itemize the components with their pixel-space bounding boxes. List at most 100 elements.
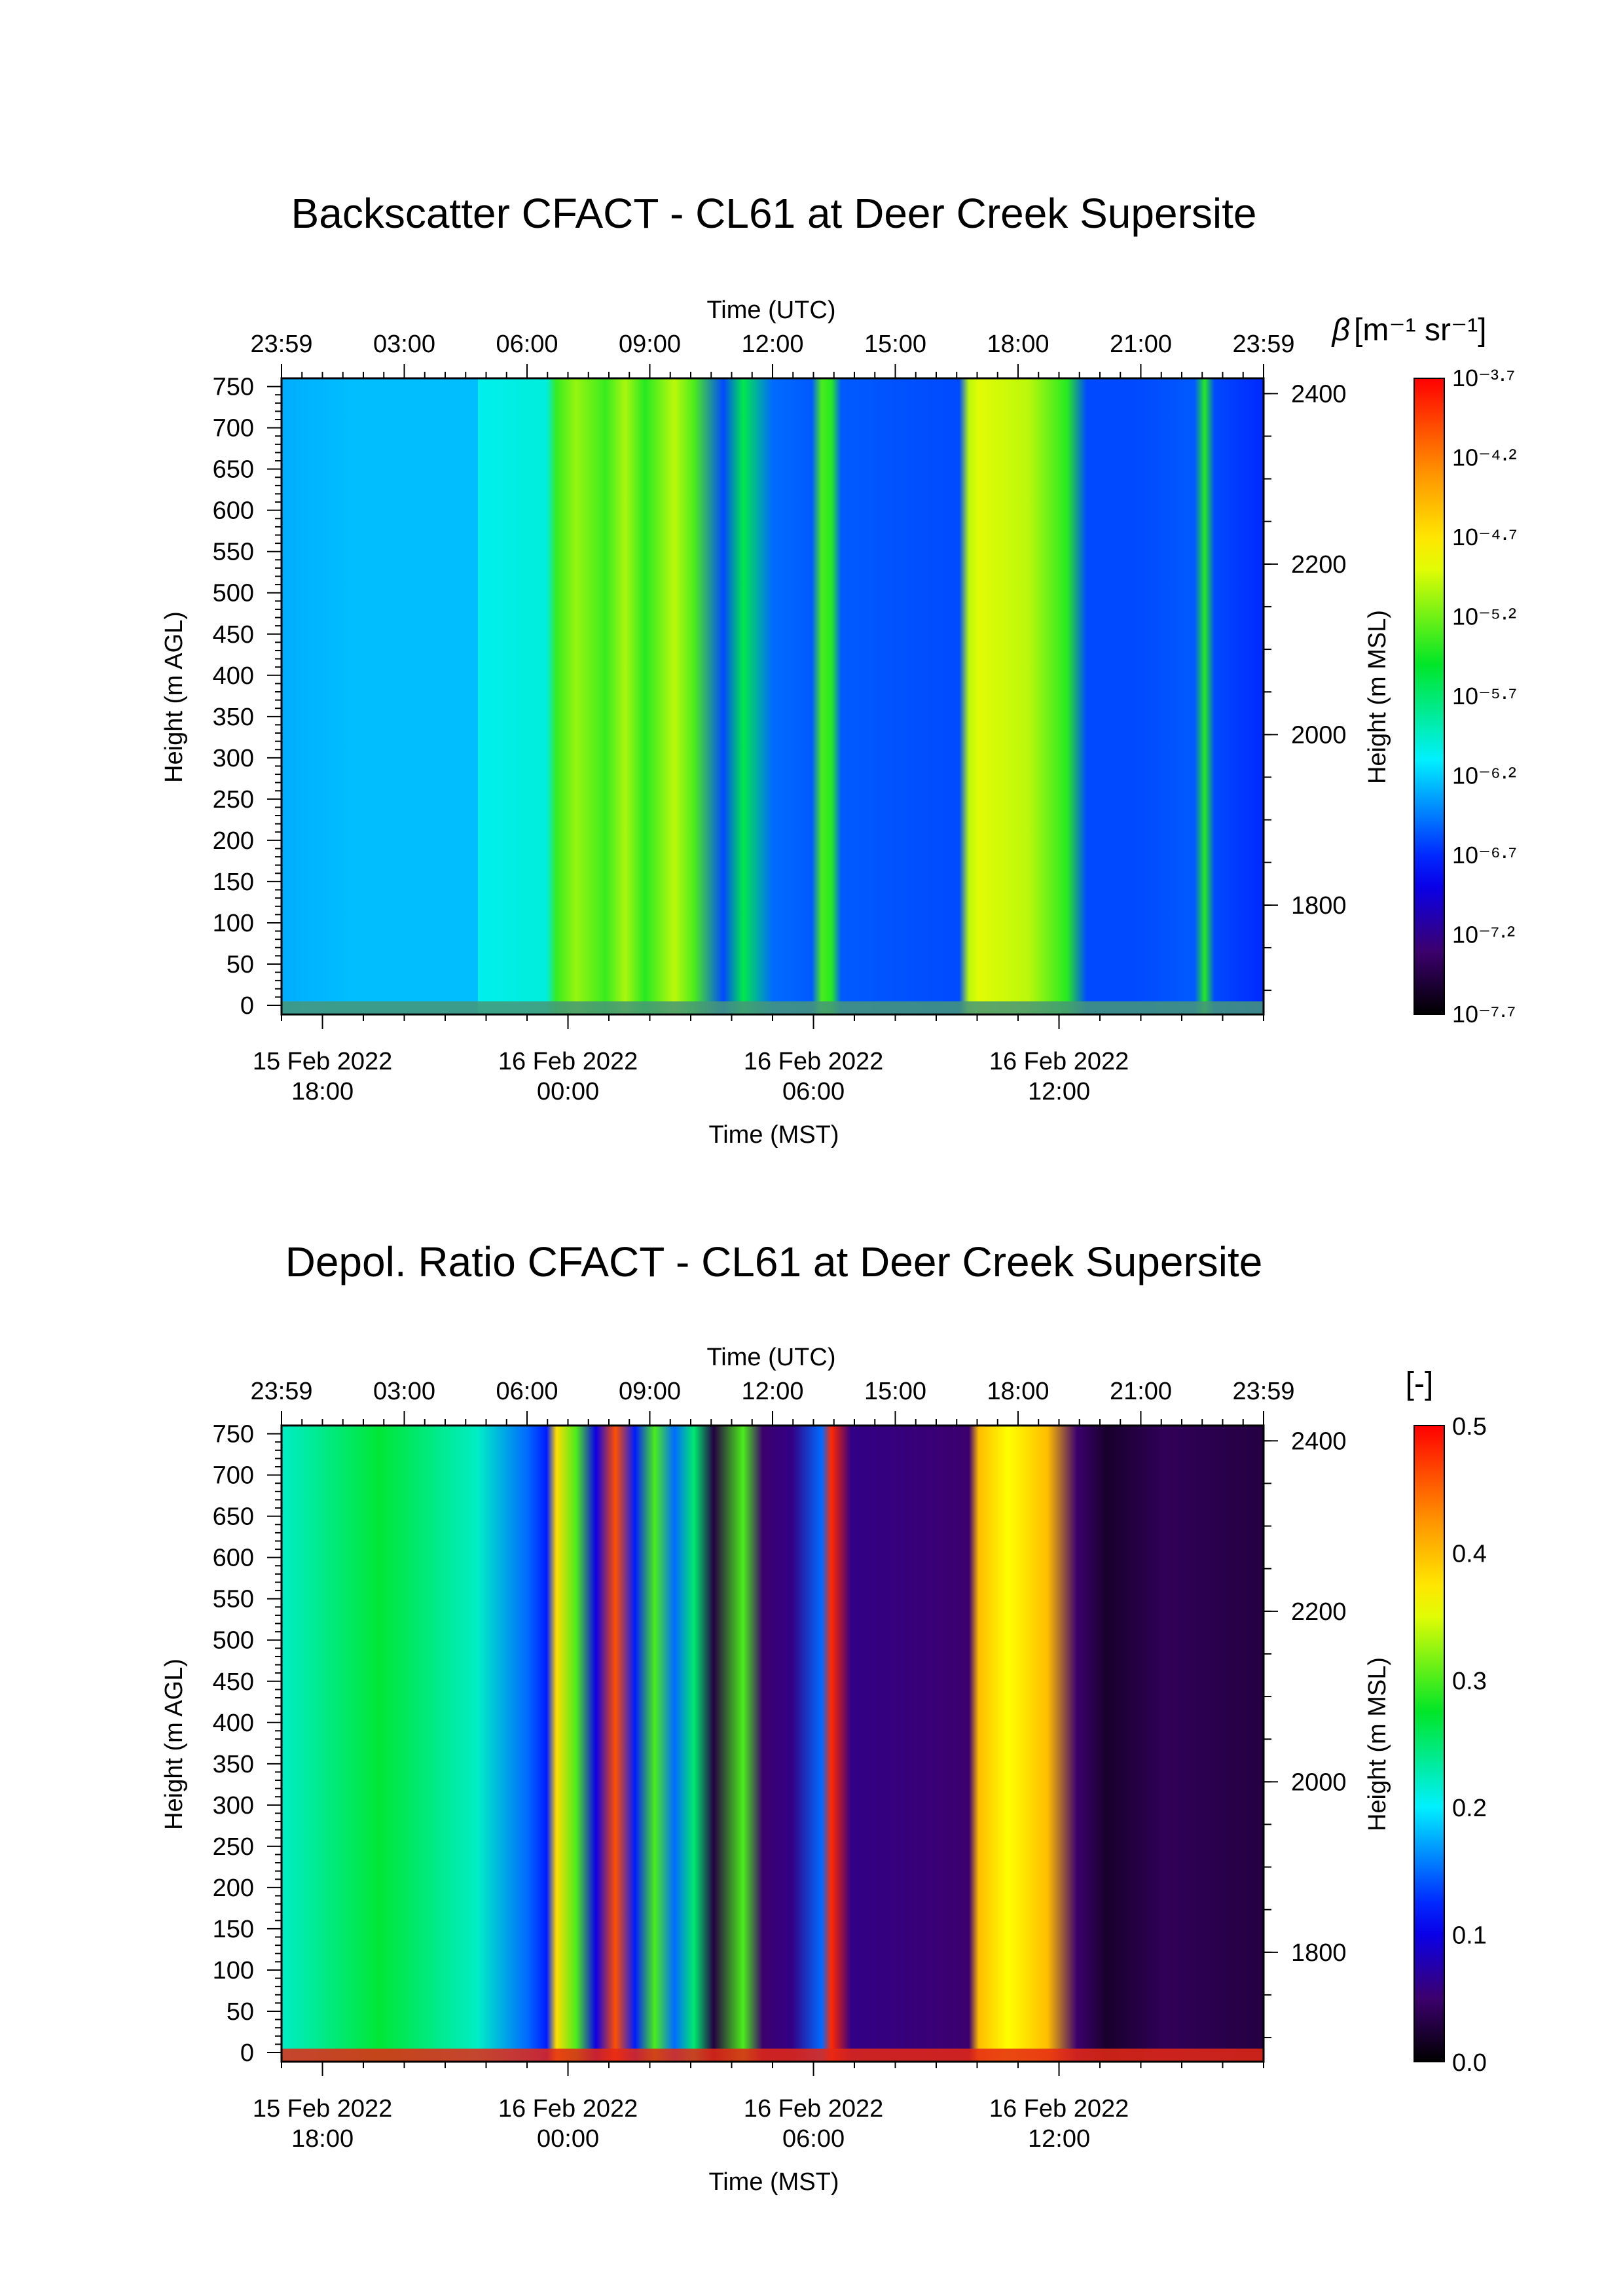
heatmap-field (282, 1426, 1264, 2062)
top-tick-label: 12:00 (741, 1378, 803, 1405)
bottom-tick-time: 06:00 (782, 2125, 845, 2153)
top-tick-label: 18:00 (987, 331, 1049, 358)
left-tick-label: 550 (213, 1586, 254, 1613)
depol-axes: 0 50 100 150 200 250 300 350 400 450 500 550 600 650 7… (213, 1378, 1347, 2153)
right-tick-label: 2200 (1291, 1598, 1347, 1626)
left-tick-label: 50 (227, 1998, 254, 2026)
colorbar-tick-label: 10⁻⁶·² (1452, 762, 1516, 789)
colorbar-tick-label: 10⁻⁶·⁷ (1452, 842, 1517, 869)
left-tick-label: 350 (213, 704, 254, 731)
left-tick-label: 0 (240, 2039, 254, 2067)
left-tick-label: 400 (213, 662, 254, 690)
top-tick-label: 03:00 (373, 331, 435, 358)
top-tick-label: 15:00 (864, 331, 926, 358)
bottom-tick-date: 16 Feb 2022 (498, 1048, 638, 1075)
top-tick-label: 09:00 (619, 331, 681, 358)
colorbar-tick-label: 10⁻⁵·² (1452, 603, 1516, 630)
left-tick-label: 200 (213, 827, 254, 855)
left-tick-label: 300 (213, 1792, 254, 1820)
colorbar-tick-label: 0.2 (1452, 1795, 1487, 1822)
depol-right-axis-label: Height (m MSL) (1364, 1657, 1391, 1831)
left-tick-label: 100 (213, 910, 254, 937)
top-tick-label: 09:00 (619, 1378, 681, 1405)
colorbar-tick-label: 10⁻⁴·⁷ (1452, 524, 1518, 550)
left-tick-label: 600 (213, 497, 254, 525)
top-tick-label: 21:00 (1110, 331, 1172, 358)
bottom-tick-date: 16 Feb 2022 (498, 2095, 638, 2123)
bottom-tick-date: 16 Feb 2022 (989, 2095, 1129, 2123)
top-tick-label: 23:59 (250, 1378, 312, 1405)
colorbar-tick-label: 0.3 (1452, 1668, 1487, 1695)
bottom-tick-time: 00:00 (537, 2125, 599, 2153)
depol-plot-area (280, 1424, 1265, 2063)
colorbar-tick-label: 10⁻⁵·⁷ (1452, 683, 1517, 709)
left-tick-label: 150 (213, 869, 254, 896)
left-tick-label: 200 (213, 1874, 254, 1902)
left-tick-label: 0 (240, 992, 254, 1020)
backscatter-title: Backscatter CFACT - CL61 at Deer Creek S… (291, 190, 1257, 237)
left-tick-label: 400 (213, 1710, 254, 1737)
bottom-tick-time: 00:00 (537, 1078, 599, 1105)
colorbar-tick-label: 10⁻³·⁷ (1452, 365, 1515, 391)
colorbar-tick-label: 10⁻⁷·⁷ (1452, 1001, 1516, 1028)
depol-bottom-axis-label: Time (MST) (708, 2168, 839, 2196)
right-tick-label: 2400 (1291, 380, 1347, 408)
depol-title: Depol. Ratio CFACT - CL61 at Deer Creek … (285, 1238, 1263, 1285)
left-tick-label: 650 (213, 456, 254, 484)
right-tick-label: 1800 (1291, 892, 1347, 920)
depol-top-axis-label: Time (UTC) (707, 1344, 836, 1371)
colorbar-tick-label: 10⁻⁷·² (1452, 922, 1515, 948)
bottom-tick-time: 18:00 (291, 2125, 354, 2153)
backscatter-axes: 0 50 100 150 200 250 300 350 400 450 500 550 600 650 7… (213, 331, 1347, 1105)
backscatter-bottom-axis-label: Time (MST) (708, 1121, 839, 1149)
left-tick-label: 550 (213, 539, 254, 566)
colorbar-tick-label: 0.5 (1452, 1413, 1487, 1441)
right-tick-label: 2000 (1291, 1768, 1347, 1796)
heatmap-field (282, 378, 1264, 1014)
top-tick-label: 23:59 (1232, 1378, 1294, 1405)
right-tick-label: 2400 (1291, 1427, 1347, 1455)
colorbar-tick-label: 0.1 (1452, 1922, 1487, 1950)
top-tick-label: 23:59 (1232, 331, 1294, 358)
bottom-tick-time: 12:00 (1028, 2125, 1090, 2153)
right-tick-label: 2000 (1291, 721, 1347, 749)
top-tick-label: 12:00 (741, 331, 803, 358)
backscatter-colorbar-symbol: β (1331, 313, 1350, 348)
top-tick-label: 23:59 (250, 331, 312, 358)
depol-panel: Depol. Ratio CFACT - CL61 at Deer Creek … (160, 1238, 1487, 2196)
backscatter-top-axis-label: Time (UTC) (707, 296, 836, 324)
top-tick-label: 06:00 (496, 1378, 558, 1405)
top-tick-label: 18:00 (987, 1378, 1049, 1405)
left-tick-label: 750 (213, 1421, 254, 1448)
bottom-tick-date: 16 Feb 2022 (744, 1048, 883, 1075)
left-tick-label: 250 (213, 1833, 254, 1861)
left-tick-label: 750 (213, 374, 254, 401)
left-tick-label: 700 (213, 415, 254, 442)
left-tick-label: 100 (213, 1957, 254, 1984)
backscatter-left-axis-label: Height (m AGL) (160, 611, 188, 783)
backscatter-colorbar: β [m⁻¹ sr⁻¹] 10⁻³·⁷ 10⁻⁴·² 10⁻⁴·⁷ 10⁻⁵·² 10⁻… (1331, 313, 1518, 1028)
top-tick-label: 15:00 (864, 1378, 926, 1405)
top-tick-label: 21:00 (1110, 1378, 1172, 1405)
backscatter-colorbar-units: [m⁻¹ sr⁻¹] (1354, 313, 1487, 348)
right-tick-label: 2200 (1291, 551, 1347, 579)
left-tick-label: 450 (213, 621, 254, 649)
colorbar-tick-label: 10⁻⁴·² (1452, 444, 1517, 471)
left-tick-label: 500 (213, 1627, 254, 1655)
bottom-tick-time: 12:00 (1028, 1078, 1090, 1105)
bottom-tick-date: 15 Feb 2022 (253, 2095, 392, 2123)
surface-layer-band (282, 1001, 1264, 1014)
bottom-tick-time: 06:00 (782, 1078, 845, 1105)
left-tick-label: 700 (213, 1462, 254, 1490)
backscatter-right-axis-label: Height (m MSL) (1364, 610, 1391, 784)
left-tick-label: 350 (213, 1751, 254, 1778)
depol-left-axis-label: Height (m AGL) (160, 1659, 188, 1830)
left-tick-label: 50 (227, 951, 254, 978)
depol-colorbar-label: [-] (1406, 1367, 1434, 1401)
backscatter-plot-area (280, 377, 1265, 1016)
left-tick-label: 450 (213, 1668, 254, 1696)
right-tick-label: 1800 (1291, 1939, 1347, 1967)
colorbar-tick-label: 0.0 (1452, 2049, 1487, 2077)
bottom-tick-date: 15 Feb 2022 (253, 1048, 392, 1075)
